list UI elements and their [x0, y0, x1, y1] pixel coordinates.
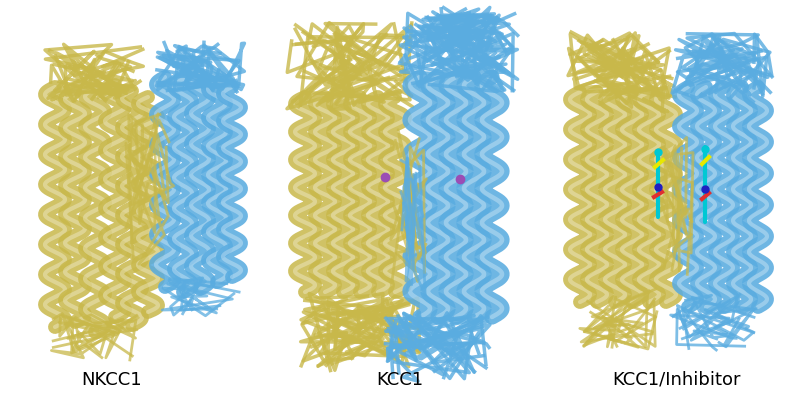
Text: KCC1: KCC1	[377, 371, 423, 389]
Text: KCC1/Inhibitor: KCC1/Inhibitor	[612, 371, 740, 389]
Text: NKCC1: NKCC1	[82, 371, 142, 389]
